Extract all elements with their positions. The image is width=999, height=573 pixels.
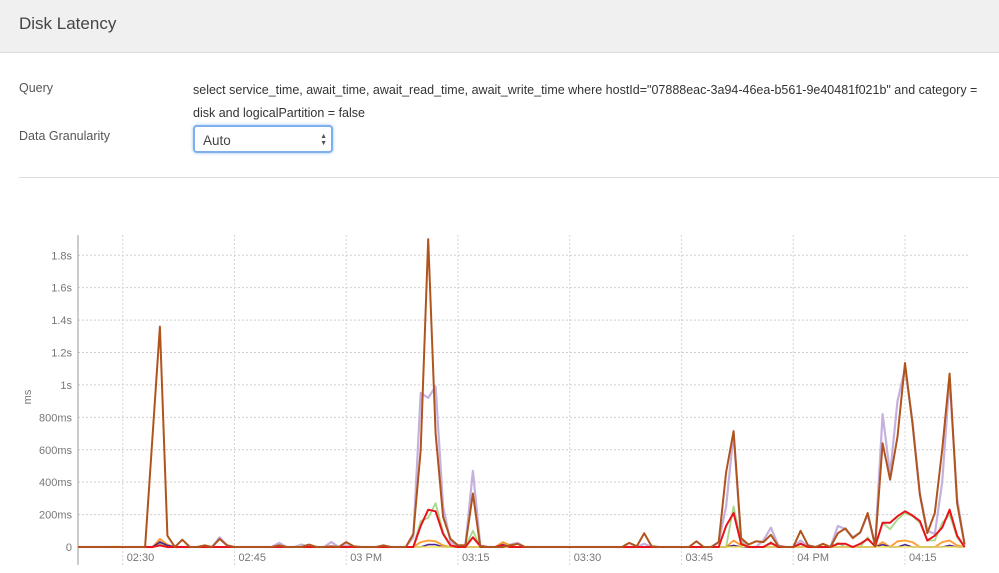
y-tick-label: 200ms	[39, 510, 73, 522]
query-text: select service_time, await_time, await_r…	[193, 83, 978, 120]
select-arrows-icon: ▲ ▼	[320, 133, 327, 147]
x-tick-label: 04 PM	[797, 552, 829, 564]
y-tick-label: 400ms	[39, 477, 73, 489]
x-tick-label: 03:30	[574, 552, 602, 564]
x-tick-label: 02:30	[127, 552, 155, 564]
series-line-1	[78, 502, 966, 548]
series-line-0	[78, 367, 966, 549]
x-tick-label: 03:45	[685, 552, 713, 564]
granularity-label: Data Granularity	[19, 129, 111, 143]
y-tick-label: 0	[66, 542, 72, 554]
x-tick-label: 02:45	[238, 552, 266, 564]
y-tick-label: 1.2s	[51, 348, 72, 360]
y-tick-label: 600ms	[39, 445, 73, 457]
y-tick-label: 800ms	[39, 412, 73, 424]
page-header: Disk Latency	[0, 0, 999, 53]
granularity-select[interactable]: Auto ▲ ▼	[193, 125, 333, 153]
query-label: Query	[19, 81, 54, 95]
x-tick-label: 03:15	[462, 552, 490, 564]
x-tick-label: 03 PM	[350, 552, 382, 564]
x-tick-label: 04:15	[909, 552, 937, 564]
page-title: Disk Latency	[19, 14, 117, 33]
y-tick-label: 1.4s	[51, 315, 72, 327]
granularity-value: Auto	[203, 133, 231, 148]
y-tick-label: 1s	[60, 380, 72, 392]
y-axis-label: ms	[22, 389, 34, 404]
divider	[19, 177, 999, 178]
series-line-6	[78, 238, 966, 548]
y-tick-label: 1.8s	[51, 250, 72, 262]
y-tick-label: 1.6s	[51, 283, 72, 295]
